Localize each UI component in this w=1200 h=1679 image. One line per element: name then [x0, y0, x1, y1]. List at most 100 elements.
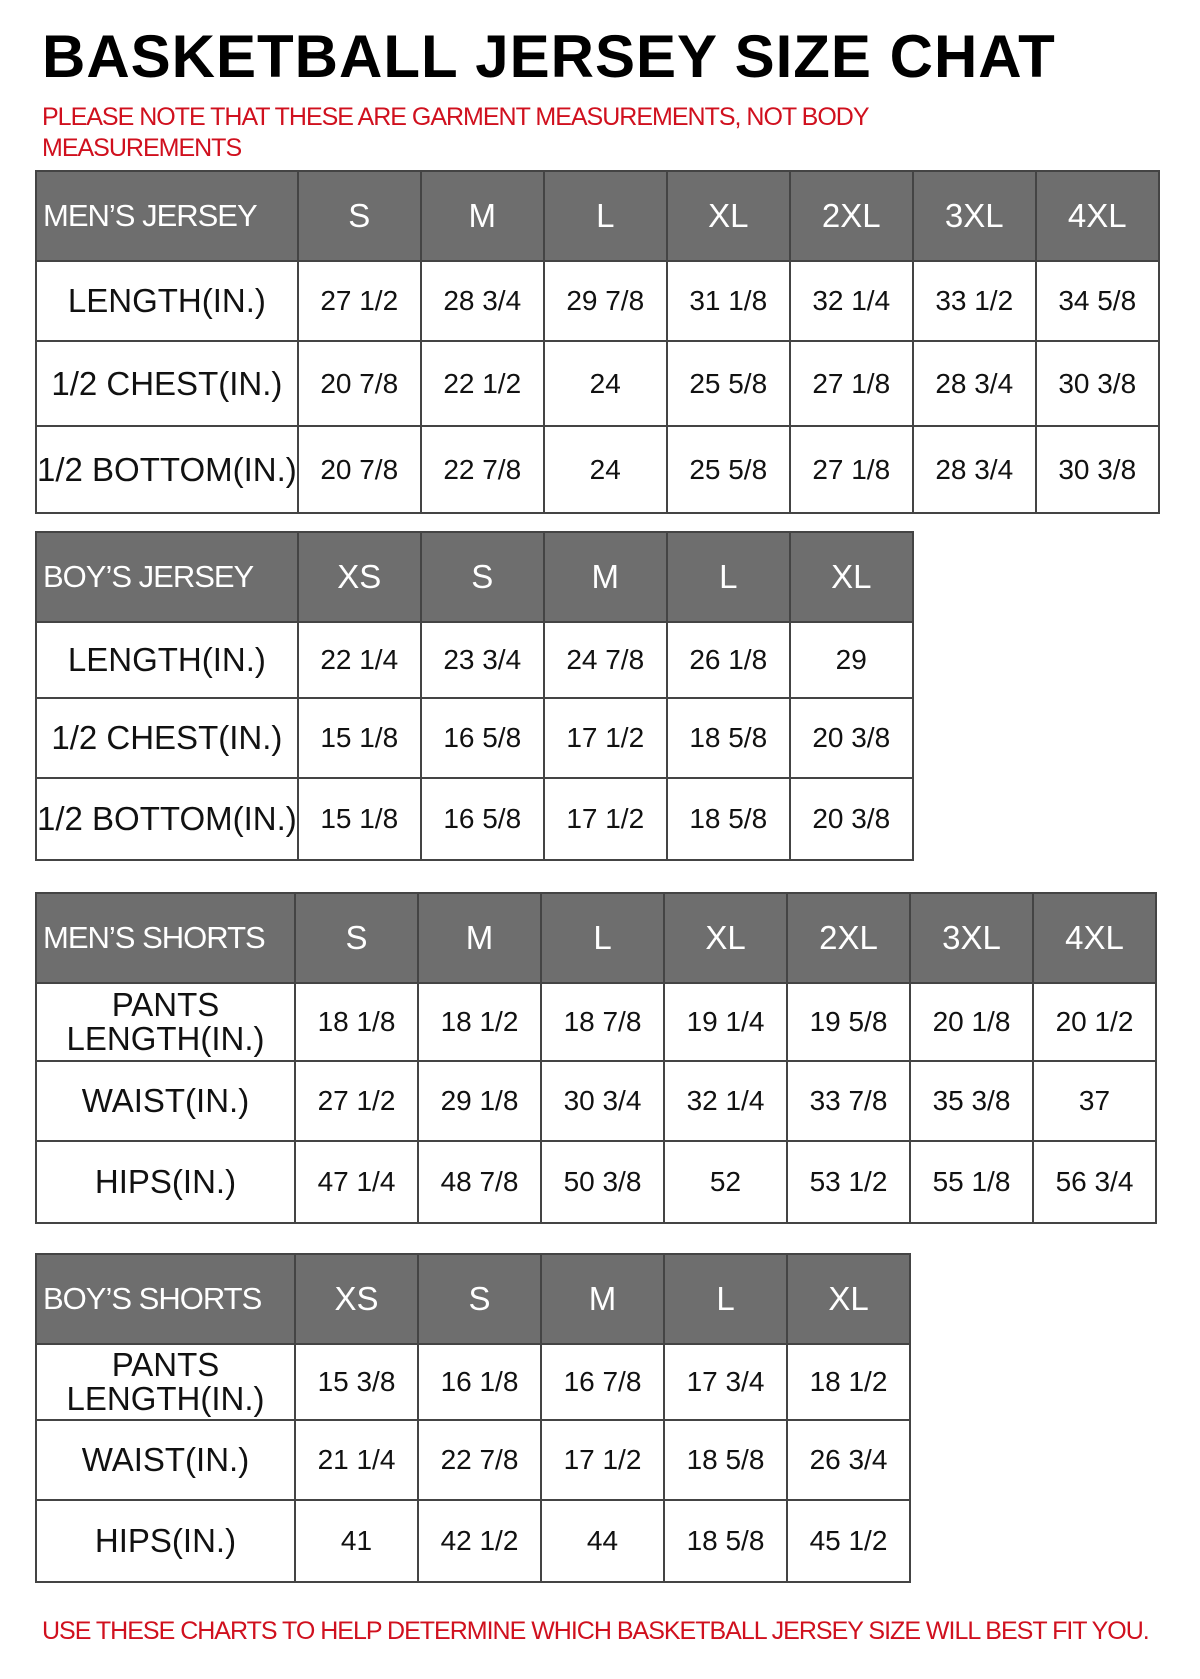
measurement-label: HIPS(IN.) [35, 1499, 296, 1583]
measurement-value: 29 7/8 [542, 260, 668, 342]
size-header: M [417, 892, 542, 984]
measurement-value: 34 5/8 [1034, 260, 1160, 342]
measurement-value: 22 1/2 [419, 340, 545, 427]
measurement-value: 15 1/8 [296, 777, 422, 861]
measurement-value: 27 1/2 [296, 260, 422, 342]
size-header: 4XL [1034, 170, 1160, 262]
size-header: 3XL [909, 892, 1034, 984]
size-header: 2XL [788, 170, 914, 262]
measurement-value: 18 5/8 [665, 697, 791, 779]
table-row: 1/2 CHEST(IN.) 15 1/8 16 5/8 17 1/2 18 5/8 20… [35, 697, 914, 779]
measurement-value: 20 1/2 [1032, 982, 1157, 1062]
measurement-value: 25 5/8 [665, 340, 791, 427]
header-row: BOY’S JERSEY XS S M L XL [35, 531, 914, 623]
measurement-value: 26 3/4 [786, 1419, 911, 1501]
size-header: L [665, 531, 791, 623]
size-header: 4XL [1032, 892, 1157, 984]
size-header: 2XL [786, 892, 911, 984]
measurement-label: WAIST(IN.) [35, 1419, 296, 1501]
measurement-value: 48 7/8 [417, 1140, 542, 1224]
measurement-value: 23 3/4 [419, 621, 545, 699]
measurement-value: 28 3/4 [911, 425, 1037, 514]
table-row: 1/2 CHEST(IN.) 20 7/8 22 1/2 24 25 5/8 27 1/8… [35, 340, 1160, 427]
measurement-value: 19 1/4 [663, 982, 788, 1062]
size-header: XL [663, 892, 788, 984]
measurement-value: 20 3/8 [788, 777, 914, 861]
measurement-value: 37 [1032, 1060, 1157, 1142]
size-header: M [540, 1253, 665, 1345]
measurement-value: 22 7/8 [417, 1419, 542, 1501]
table-title: BOY’S JERSEY [35, 531, 299, 623]
measurement-value: 20 7/8 [296, 340, 422, 427]
measurement-value: 53 1/2 [786, 1140, 911, 1224]
page-title: BASKETBALL JERSEY SIZE CHAT [42, 23, 1056, 90]
size-header: M [419, 170, 545, 262]
measurement-value: 18 7/8 [540, 982, 665, 1062]
measurement-value: 47 1/4 [294, 1140, 419, 1224]
measurement-value: 22 7/8 [419, 425, 545, 514]
measurement-label: 1/2 BOTTOM(IN.) [35, 425, 299, 514]
table-row: WAIST(IN.) 27 1/2 29 1/8 30 3/4 32 1/4 33 7/8… [35, 1060, 1157, 1142]
measurement-value: 45 1/2 [786, 1499, 911, 1583]
measurement-label: 1/2 CHEST(IN.) [35, 697, 299, 779]
measurement-value: 22 1/4 [296, 621, 422, 699]
measurement-value: 55 1/8 [909, 1140, 1034, 1224]
measurement-value: 33 7/8 [786, 1060, 911, 1142]
measurement-value: 29 1/8 [417, 1060, 542, 1142]
measurement-value: 18 5/8 [663, 1499, 788, 1583]
table-row: WAIST(IN.) 21 1/4 22 7/8 17 1/2 18 5/8 26 3/4 [35, 1419, 911, 1501]
measurement-value: 15 1/8 [296, 697, 422, 779]
measurement-value: 24 7/8 [542, 621, 668, 699]
measurement-value: 44 [540, 1499, 665, 1583]
size-header: S [419, 531, 545, 623]
measurement-value: 18 1/2 [786, 1343, 911, 1421]
size-header: L [663, 1253, 788, 1345]
size-header: L [540, 892, 665, 984]
measurement-value: 31 1/8 [665, 260, 791, 342]
measurement-value: 28 3/4 [419, 260, 545, 342]
measurement-value: 18 1/8 [294, 982, 419, 1062]
measurement-value: 30 3/4 [540, 1060, 665, 1142]
measurement-value: 27 1/8 [788, 425, 914, 514]
size-header: XS [294, 1253, 419, 1345]
measurement-value: 18 5/8 [665, 777, 791, 861]
measurement-value: 42 1/2 [417, 1499, 542, 1583]
table-row: 1/2 BOTTOM(IN.) 15 1/8 16 5/8 17 1/2 18 5/8 2… [35, 777, 914, 861]
measurement-value: 20 3/8 [788, 697, 914, 779]
measurement-value: 32 1/4 [663, 1060, 788, 1142]
measurement-label: 1/2 CHEST(IN.) [35, 340, 299, 427]
header-row: BOY’S SHORTS XS S M L XL [35, 1253, 911, 1345]
measurement-value: 52 [663, 1140, 788, 1224]
measurement-value: 18 1/2 [417, 982, 542, 1062]
measurement-value: 19 5/8 [786, 982, 911, 1062]
size-header: 3XL [911, 170, 1037, 262]
measurement-label: PANTS LENGTH(IN.) [35, 982, 296, 1062]
measurement-label: WAIST(IN.) [35, 1060, 296, 1142]
table-row: PANTS LENGTH(IN.) 15 3/8 16 1/8 16 7/8 17 3/… [35, 1343, 911, 1421]
measurement-value: 20 1/8 [909, 982, 1034, 1062]
measurement-value: 15 3/8 [294, 1343, 419, 1421]
table-title: BOY’S SHORTS [35, 1253, 296, 1345]
table-row: PANTS LENGTH(IN.) 18 1/8 18 1/2 18 7/8 19 1/… [35, 982, 1157, 1062]
boys-jersey-table: BOY’S JERSEY XS S M L XL LENGTH(IN.) 22 1/4 23 3… [35, 531, 914, 861]
measurement-value: 33 1/2 [911, 260, 1037, 342]
measurement-value: 26 1/8 [665, 621, 791, 699]
measurement-value: 18 5/8 [663, 1419, 788, 1501]
measurement-value: 16 7/8 [540, 1343, 665, 1421]
table-row: LENGTH(IN.) 22 1/4 23 3/4 24 7/8 26 1/8 29 [35, 621, 914, 699]
measurement-value: 30 3/8 [1034, 340, 1160, 427]
measurement-value: 16 1/8 [417, 1343, 542, 1421]
measurement-value: 16 5/8 [419, 697, 545, 779]
size-header: S [294, 892, 419, 984]
measurement-value: 30 3/8 [1034, 425, 1160, 514]
measurement-label: HIPS(IN.) [35, 1140, 296, 1224]
size-header: L [542, 170, 668, 262]
measurement-value: 35 3/8 [909, 1060, 1034, 1142]
size-header: XL [788, 531, 914, 623]
size-header: XS [296, 531, 422, 623]
measurement-value: 27 1/8 [788, 340, 914, 427]
measurement-value: 29 [788, 621, 914, 699]
measurement-label: LENGTH(IN.) [35, 621, 299, 699]
table-title: MEN’S JERSEY [35, 170, 299, 262]
measurement-value: 20 7/8 [296, 425, 422, 514]
